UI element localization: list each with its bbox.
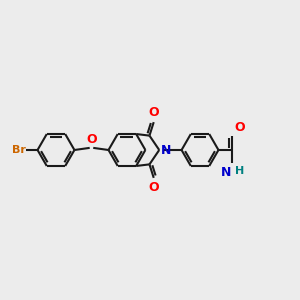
Text: H: H (236, 166, 245, 176)
Text: O: O (148, 106, 159, 118)
Text: Br: Br (12, 145, 26, 155)
Text: N: N (221, 166, 231, 179)
Text: O: O (86, 133, 97, 146)
Text: O: O (234, 121, 245, 134)
Text: O: O (148, 182, 159, 194)
Text: N: N (161, 143, 171, 157)
